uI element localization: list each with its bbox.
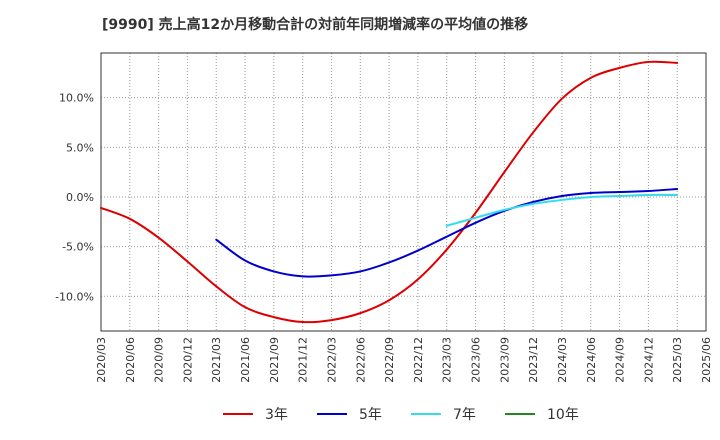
y-tick-label: -5.0% [62,241,94,254]
y-tick-label: 5.0% [66,141,94,154]
x-tick-label: 2023/06 [470,337,483,383]
x-tick-label: 2024/12 [642,337,655,383]
y-tick-label: 0.0% [66,191,94,204]
x-tick-label: 2023/09 [498,337,511,383]
x-tick-label: 2024/06 [585,337,598,383]
series-line-1 [100,60,679,324]
series-line-2 [215,188,679,278]
legend-label-3: 7年 [453,407,476,423]
x-tick-label: 2020/09 [153,337,166,383]
x-tick-label: 2024/09 [614,337,627,383]
legend-label-1: 3年 [265,407,288,423]
plot-frame [100,52,707,332]
x-tick-label: 2021/09 [268,337,281,383]
series-line-3 [445,193,679,227]
chart-title: [9990] 売上高12か月移動合計の対前年同期増減率の平均値の推移 [102,17,529,33]
x-tick-label: 2022/12 [412,337,425,383]
x-tick-label: 2021/06 [239,337,252,383]
x-tick-label: 2021/12 [297,337,310,383]
x-tick-label: 2020/06 [124,337,137,383]
x-tick-label: 2021/03 [210,337,223,383]
x-tick-label: 2020/12 [181,337,194,383]
x-tick-label: 2023/12 [527,337,540,383]
x-tick-label: 2020/03 [95,337,108,383]
x-tick-label: 2022/09 [383,337,396,383]
x-tick-label: 2025/06 [700,337,713,383]
x-tick-label: 2024/03 [556,337,569,383]
x-tick-label: 2022/06 [354,337,367,383]
x-tick-label: 2025/03 [671,337,684,383]
x-tick-label: 2023/03 [441,337,454,383]
legend-label-4: 10年 [547,407,579,423]
legend-label-2: 5年 [359,407,382,423]
x-tick-label: 2022/03 [325,337,338,383]
y-tick-label: -10.0% [55,290,94,303]
y-tick-label: 10.0% [59,92,94,105]
